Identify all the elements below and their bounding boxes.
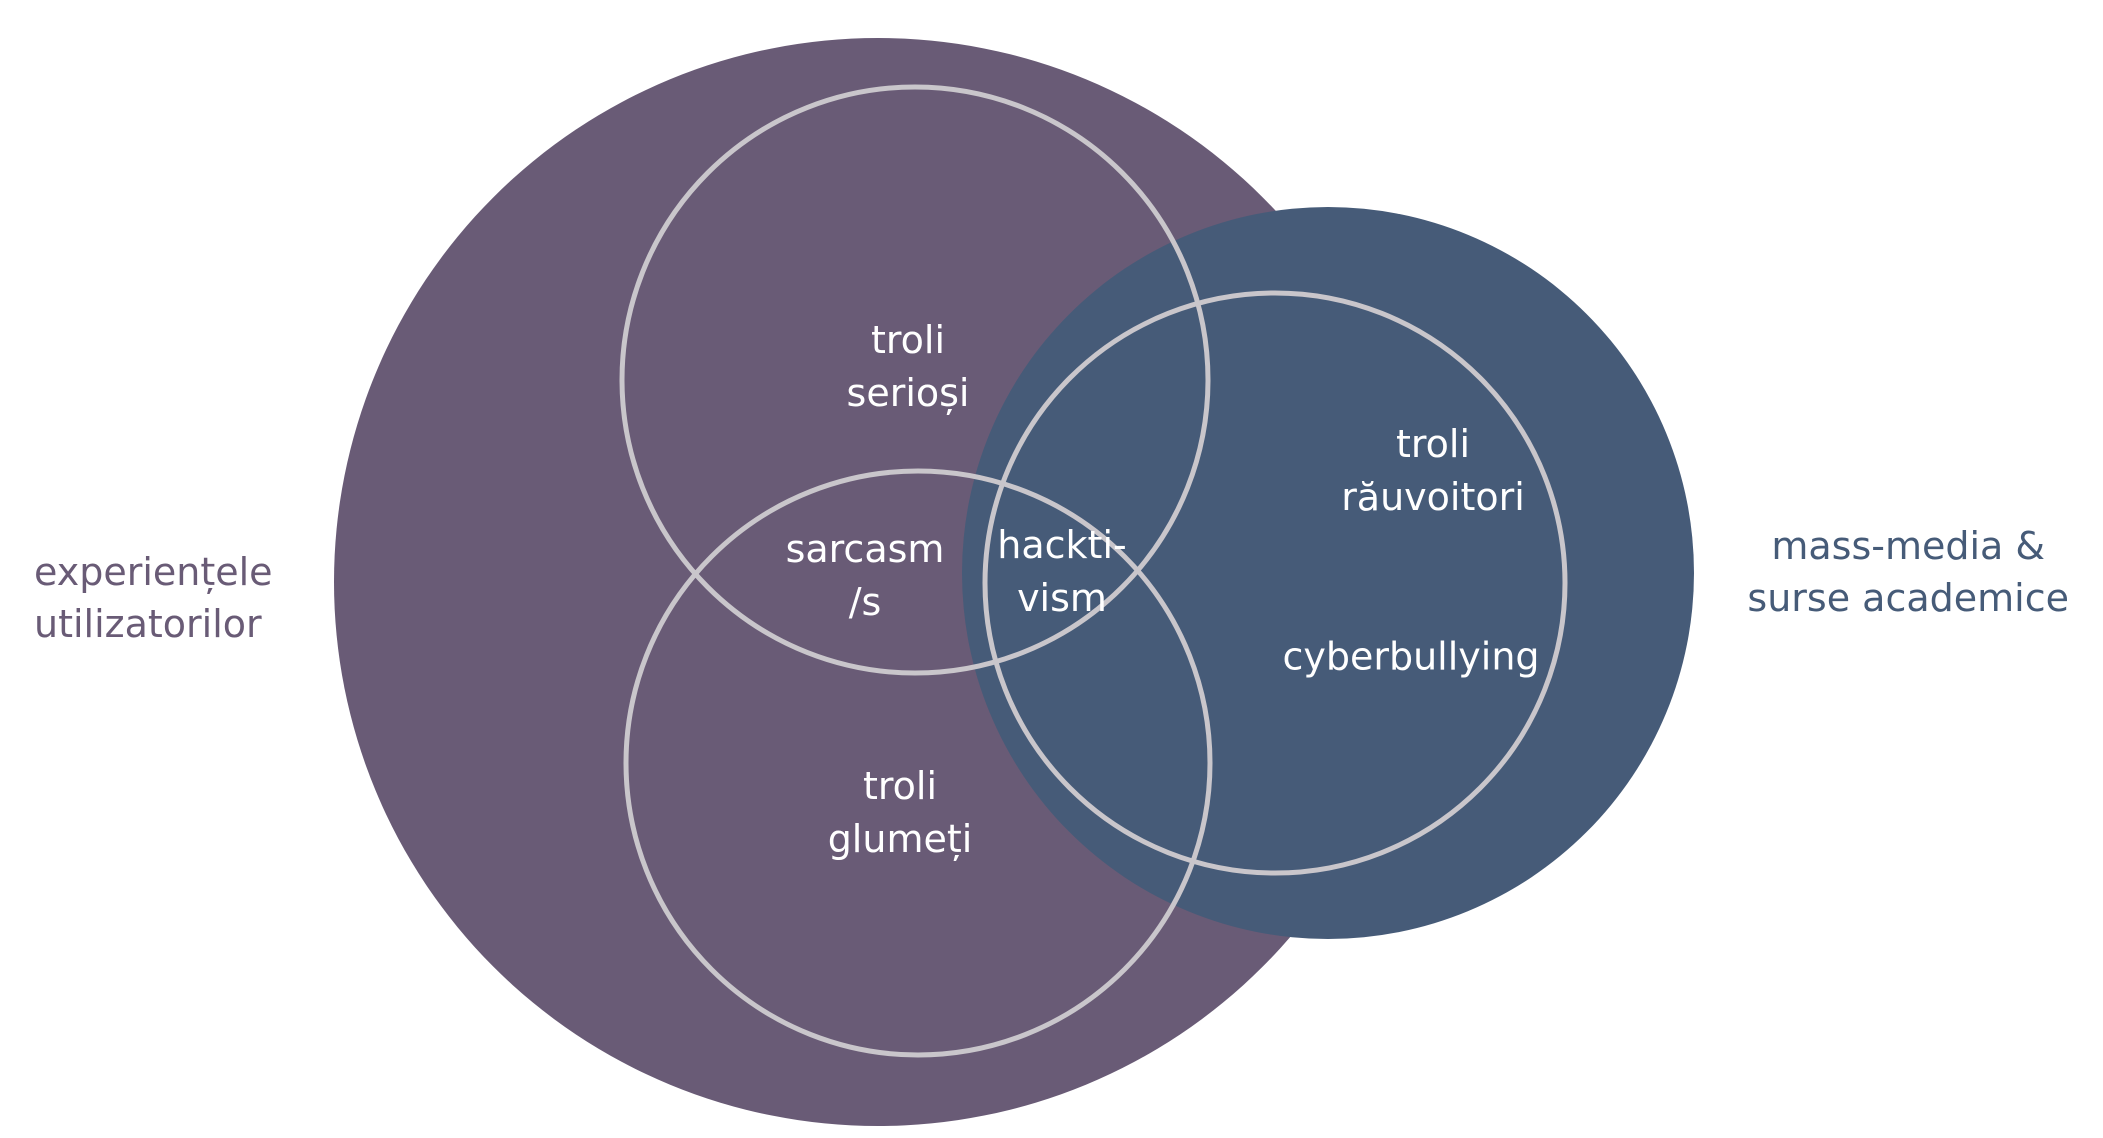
user-experiences-label: experiențele utilizatorilor [34, 546, 273, 650]
user-experiences-label-line-1: experiențele [34, 550, 273, 594]
malicious-trolls-label-line-2: răuvoitori [1341, 475, 1525, 519]
user-experiences-label-line-2: utilizatorilor [34, 602, 262, 646]
joker-trolls-label-line-2: glumeți [827, 817, 973, 861]
cyberbullying-label-line-1: cyberbullying [1282, 634, 1540, 679]
media-academic-label: mass-media & surse academice [1747, 520, 2069, 624]
joker-trolls-outline-circle [623, 468, 1213, 1058]
cyberbullying-label: cyberbullying [1282, 631, 1539, 684]
media-academic-label-line-2: surse academice [1747, 576, 2069, 620]
sarcasm-label: sarcasm /s [786, 523, 945, 629]
serious-trolls-label-line-2: serioși [846, 371, 970, 415]
hacktivism-label-line-2: vism [1017, 576, 1107, 620]
serious-trolls-label-line-1: troli [870, 318, 946, 362]
joker-trolls-label: troli glumeți [828, 760, 973, 866]
joker-trolls-label-line-1: troli [862, 764, 938, 808]
malicious-trolls-outline-circle [982, 290, 1568, 876]
serious-trolls-label: troli serioși [847, 314, 970, 420]
sarcasm-label-line-1: sarcasm [785, 527, 945, 571]
malicious-trolls-label: troli răuvoitori [1341, 418, 1525, 524]
serious-trolls-outline-circle [619, 84, 1211, 676]
media-academic-label-line-1: mass-media & [1771, 524, 2046, 568]
hacktivism-label: hackti- vism [997, 519, 1126, 625]
malicious-trolls-label-line-1: troli [1395, 422, 1471, 466]
hacktivism-label-line-1: hackti- [997, 523, 1127, 567]
sarcasm-label-line-2: /s [848, 580, 882, 624]
media-academic-circle [962, 207, 1694, 939]
